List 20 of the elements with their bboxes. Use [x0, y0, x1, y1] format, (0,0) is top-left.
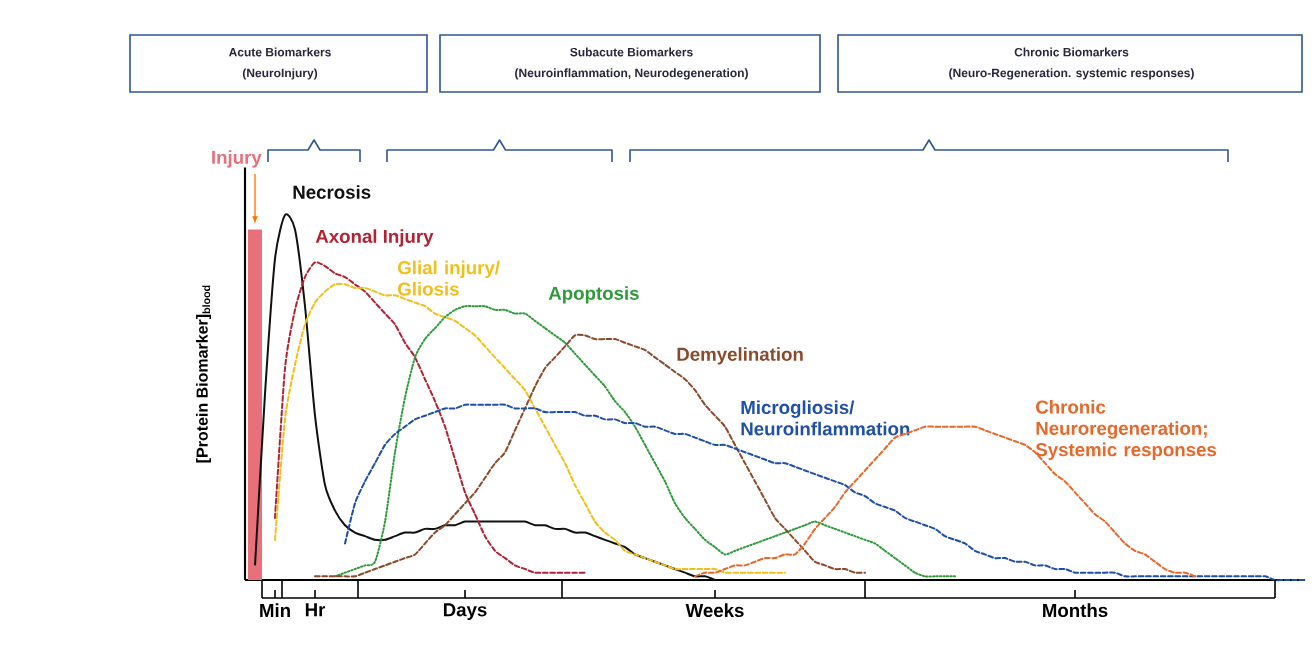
series-label: Microgliosis/ Neuroinflammation	[741, 400, 910, 436]
x-tick-label: Hr	[305, 603, 326, 617]
x-tick-label: Min	[260, 603, 290, 617]
x-tick-label: Days	[443, 603, 487, 621]
y-axis-title: [Protein Biomarker]$_{blood}$	[196, 285, 211, 463]
series-label: Axonal Injury	[315, 229, 434, 247]
text: Injury	[212, 150, 262, 168]
series-label: Glial injury/ Gliosis	[398, 260, 500, 296]
text: (Neuroinflammation, Neurodegeneration)	[515, 68, 748, 80]
text: Chronic Biomarkers	[1014, 47, 1129, 57]
text: Acute Biomarkers	[228, 47, 331, 57]
text: (Neuro-Regeneration. systemic responses)	[949, 68, 1194, 80]
series-label: Necrosis	[293, 185, 371, 199]
x-tick-label: Weeks	[685, 603, 744, 618]
text: (NeuroInjury)	[242, 68, 318, 80]
series-label: Apoptosis	[548, 286, 639, 304]
series-label: Demyelination	[677, 347, 803, 365]
text: Subacute Biomarkers	[570, 47, 693, 57]
x-tick-label: Months	[1043, 603, 1108, 618]
series-label: Chronic Neuroregeneration; Systemic responses	[1035, 399, 1217, 460]
